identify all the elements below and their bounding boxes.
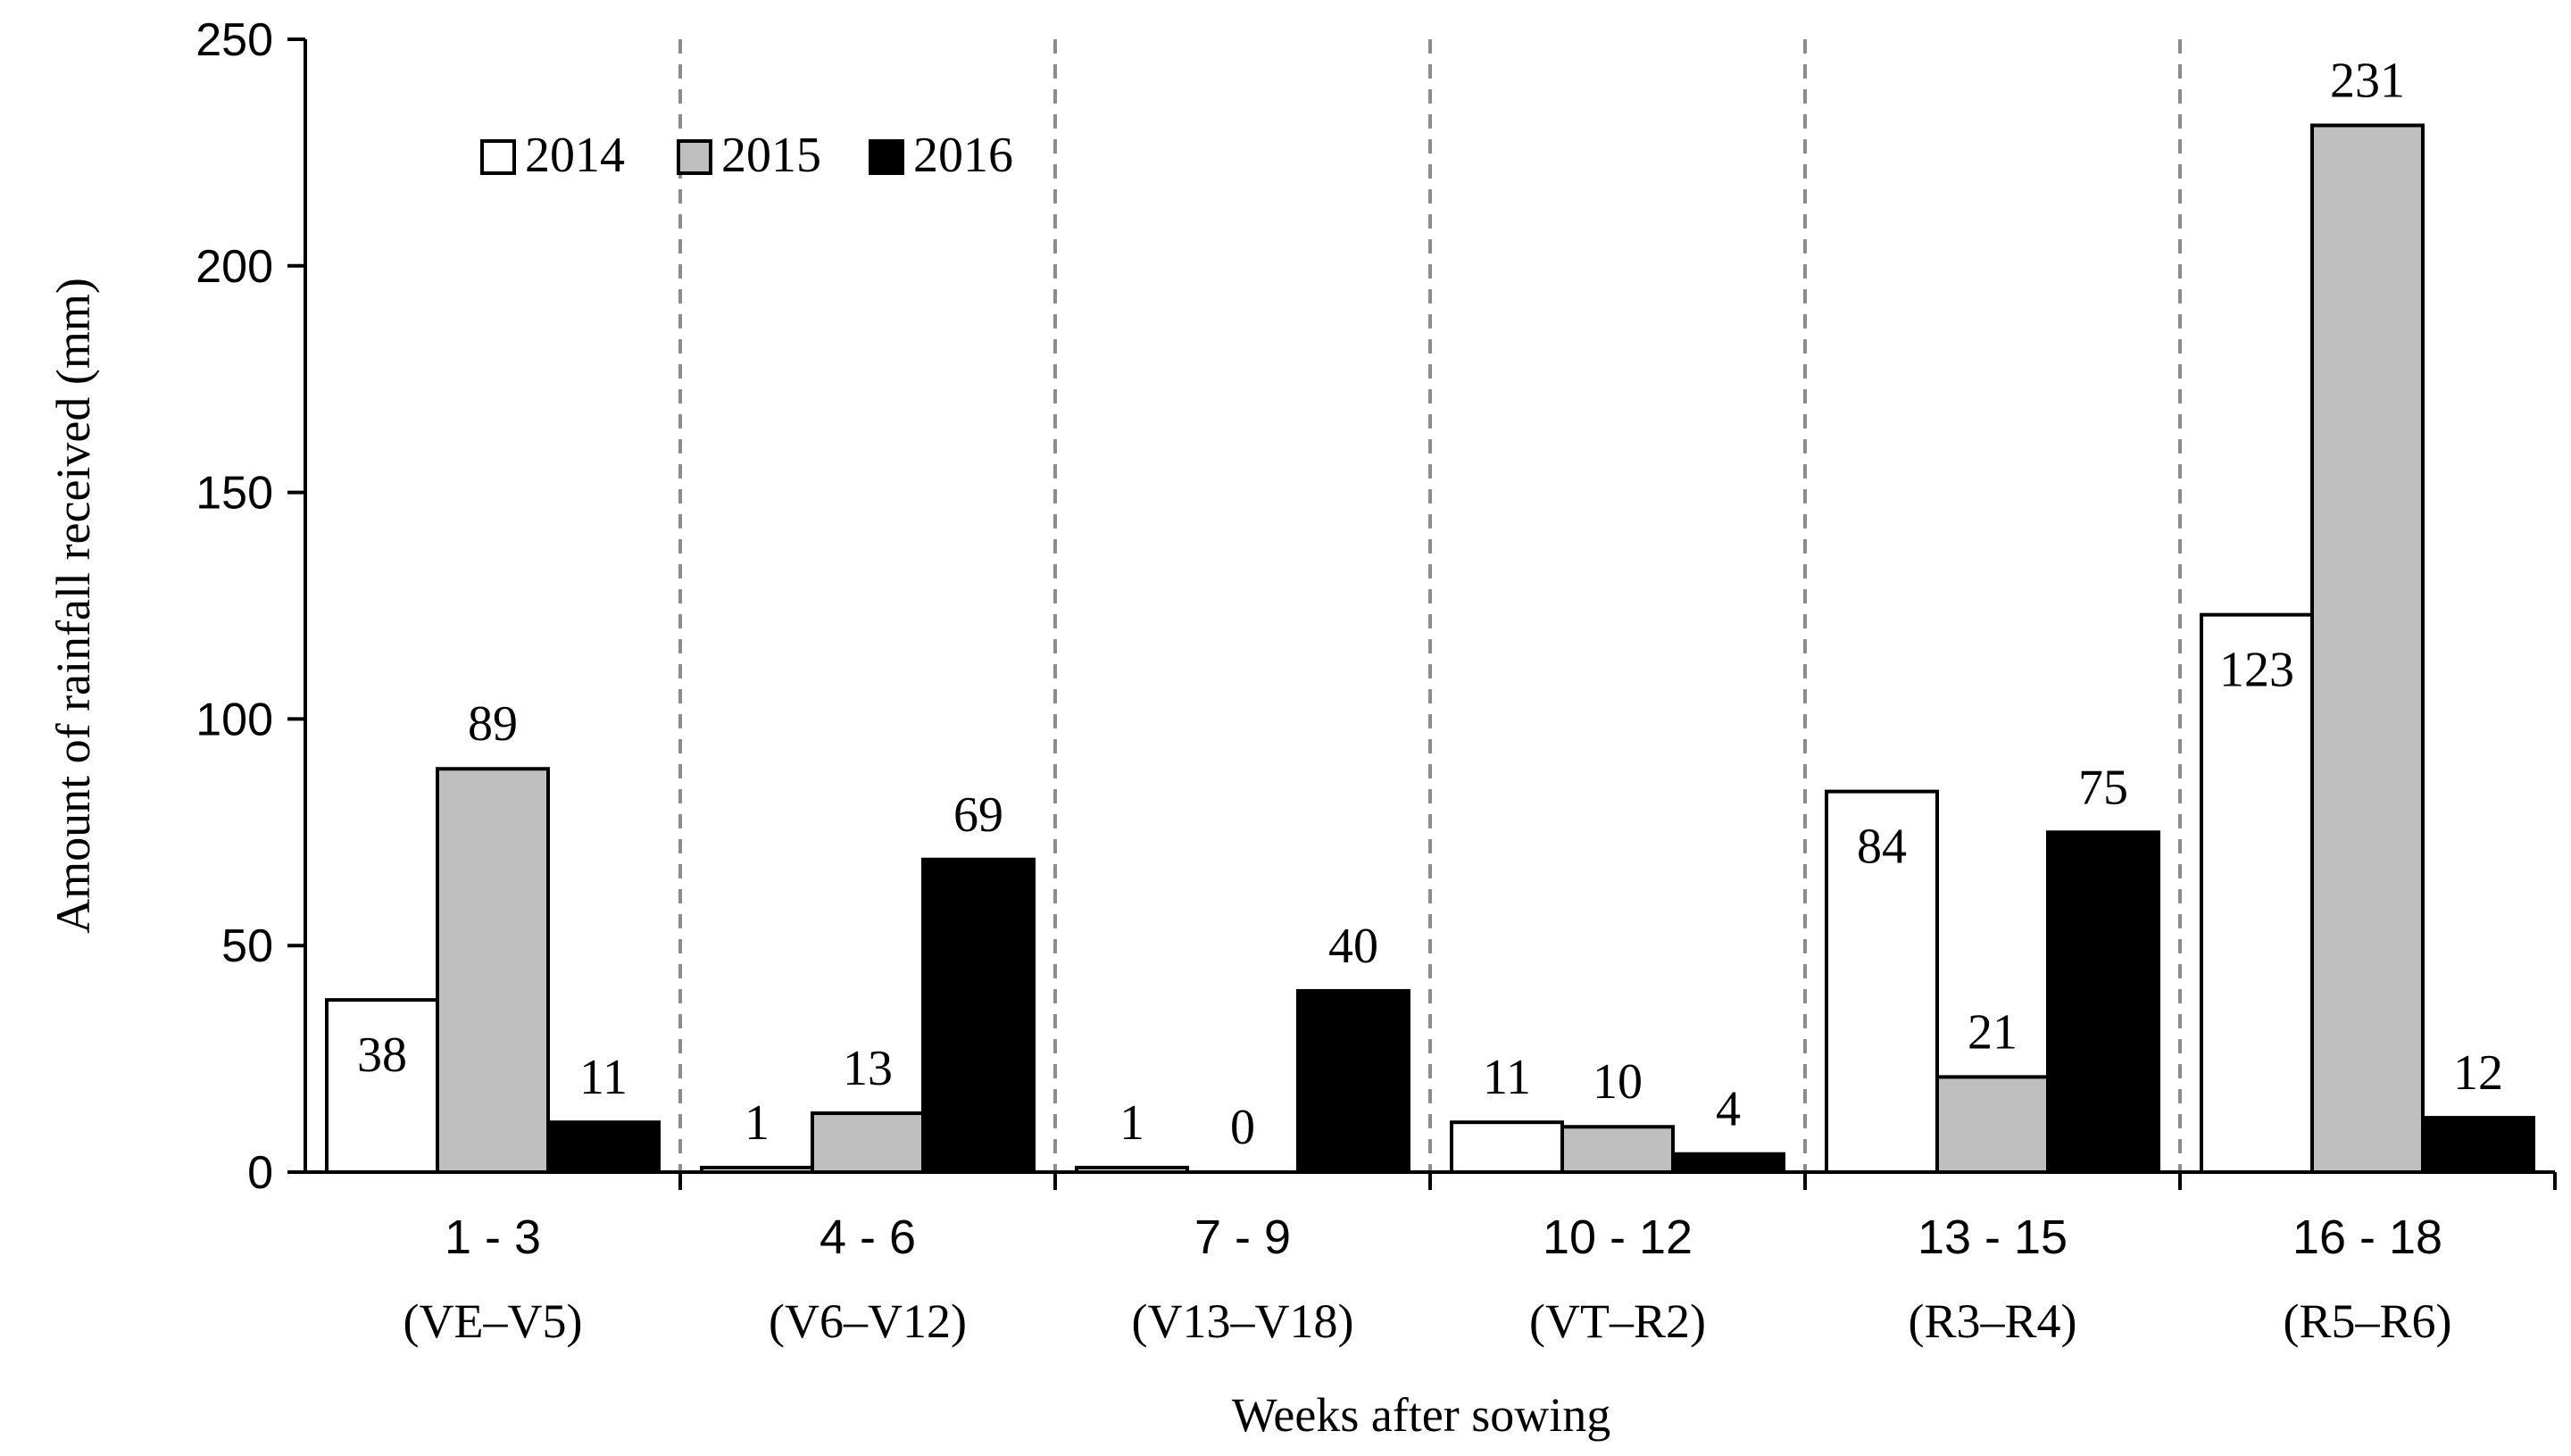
data-label: 12: [2453, 1045, 2503, 1101]
data-label: 13: [843, 1041, 893, 1096]
x-tick-label: 4 - 6: [820, 1211, 916, 1264]
y-tick-label: 200: [196, 241, 273, 293]
data-label: 231: [2330, 53, 2405, 108]
y-tick-label: 250: [196, 14, 273, 66]
x-stage-label: (R5–R6): [2284, 1294, 2452, 1348]
x-stage-label: (R3–R4): [1909, 1294, 2077, 1348]
data-label: 84: [1857, 820, 1907, 875]
y-tick-label: 150: [196, 468, 273, 520]
x-stage-label: (V6–V12): [769, 1294, 967, 1348]
data-label: 11: [1483, 1050, 1531, 1105]
bar-2014-5: [2200, 612, 2314, 1174]
bar-2014-3: [1450, 1120, 1564, 1174]
y-tick-label: 50: [221, 920, 273, 972]
x-stage-label: (VT–R2): [1529, 1294, 1706, 1348]
data-label: 11: [579, 1050, 628, 1105]
x-tick-label: 16 - 18: [2292, 1211, 2442, 1264]
bar-2016-2: [1296, 988, 1410, 1174]
bar-2015-3: [1560, 1125, 1675, 1174]
bar-2014-0: [325, 998, 439, 1175]
y-ticks: 0 50 100 150 200 250: [196, 14, 305, 1199]
data-label: 1: [745, 1095, 770, 1151]
y-axis-title: Amount of rainfall received (mm): [46, 278, 100, 934]
bar-2015-5: [2310, 123, 2425, 1175]
legend-swatch-2014: [480, 139, 516, 175]
bar-2016-1: [921, 857, 1036, 1174]
data-label: 40: [1328, 919, 1378, 974]
legend-swatch-2015: [677, 139, 712, 175]
x-stage-label: (VE–V5): [404, 1294, 583, 1348]
x-stage-label: (V13–V18): [1132, 1294, 1354, 1348]
x-axis-title: Weeks after sowing: [1232, 1388, 1611, 1442]
data-label: 123: [2219, 643, 2294, 698]
bar-2016-3: [1671, 1152, 1785, 1175]
bar-2016-4: [2046, 830, 2160, 1174]
data-label: 69: [953, 787, 1003, 843]
data-label: 4: [1716, 1082, 1741, 1137]
x-tick-label: 13 - 15: [1918, 1211, 2068, 1264]
bar-2015-0: [436, 767, 550, 1175]
legend-label: 2015: [721, 128, 821, 183]
legend-label: 2016: [913, 128, 1013, 183]
data-label: 10: [1593, 1054, 1643, 1110]
data-label: 89: [468, 696, 518, 752]
data-label: 1: [1119, 1095, 1144, 1151]
y-tick-label: 100: [196, 694, 273, 745]
x-tick-label: 10 - 12: [1543, 1211, 1693, 1264]
group-separators: [678, 39, 2182, 1172]
bar-2015-1: [811, 1111, 925, 1174]
data-label: 75: [2078, 760, 2128, 815]
bars: [325, 123, 2535, 1175]
legend-label: 2014: [525, 128, 625, 183]
bar-2014-4: [1825, 789, 1939, 1175]
data-label: 21: [1968, 1004, 2018, 1060]
legend: 2014 2015 2016: [480, 128, 1013, 183]
y-tick-label: 0: [247, 1147, 273, 1199]
data-label: 38: [357, 1028, 407, 1083]
data-label: 0: [1230, 1100, 1255, 1155]
bar-2016-0: [546, 1120, 661, 1174]
bar-2015-4: [1935, 1075, 2050, 1175]
x-tick-label: 7 - 9: [1194, 1211, 1291, 1264]
x-tick-label: 1 - 3: [445, 1211, 541, 1264]
bar-2016-5: [2421, 1116, 2535, 1175]
legend-swatch-2016: [869, 139, 904, 175]
x-ticks: 1 - 3 (VE–V5) 4 - 6 (V6–V12) 7 - 9 (V13–V18) 1…: [404, 1172, 2557, 1348]
